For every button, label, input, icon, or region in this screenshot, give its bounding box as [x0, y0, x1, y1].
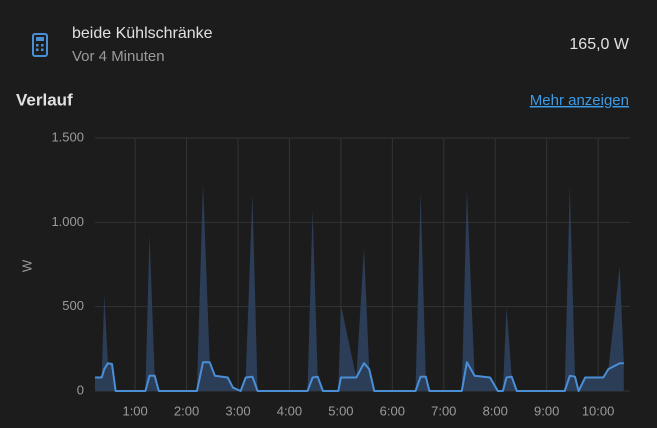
x-tick-label: 8:00	[483, 403, 508, 418]
last-changed: Vor 4 Minuten	[72, 48, 165, 65]
x-tick-label: 2:00	[174, 403, 199, 418]
x-tick-label: 1:00	[122, 403, 147, 418]
x-tick-label: 3:00	[225, 403, 250, 418]
y-tick-label: 1.500	[51, 129, 84, 144]
x-tick-label: 4:00	[277, 403, 302, 418]
y-axis-label: W	[19, 259, 34, 272]
entity-name: beide Kühlschränke	[72, 25, 213, 42]
x-tick-label: 9:00	[534, 403, 559, 418]
x-tick-label: 7:00	[431, 403, 456, 418]
entity-icon	[32, 33, 48, 57]
x-tick-label: 10:00	[582, 403, 615, 418]
x-tick-label: 6:00	[380, 403, 405, 418]
y-tick-label: 0	[77, 382, 84, 397]
show-more-link[interactable]: Mehr anzeigen	[530, 92, 629, 109]
x-tick-label: 5:00	[328, 403, 353, 418]
mean-line	[95, 361, 624, 392]
entity-state: 165,0 W	[569, 36, 629, 53]
y-tick-label: 1.000	[51, 214, 84, 229]
range-area	[95, 181, 624, 391]
history-title: Verlauf	[16, 90, 73, 109]
history-chart: 0 500 1.000 1.500 1:00 2:00 3:00 4:00 5:00 6:00 7:…	[19, 129, 630, 418]
y-tick-label: 500	[62, 298, 84, 313]
